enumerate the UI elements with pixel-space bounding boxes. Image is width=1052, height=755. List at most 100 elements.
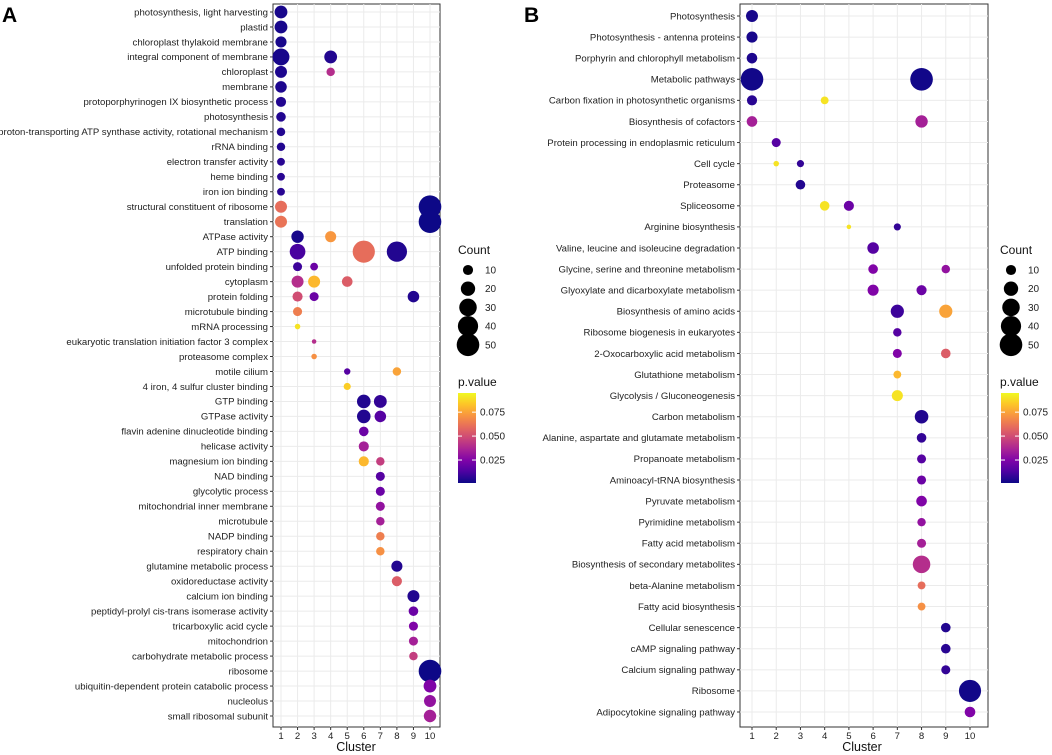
pvalue-legend-title: p.value — [458, 375, 497, 389]
data-point — [846, 224, 852, 230]
data-point — [917, 475, 927, 485]
term-label: protein folding — [208, 292, 268, 303]
data-point — [424, 695, 436, 708]
data-point — [916, 495, 927, 507]
x-tick-label: 9 — [411, 731, 416, 742]
panel-a-plot: photosynthesis, light harvesting plastid c… — [0, 3, 442, 754]
data-point — [843, 200, 854, 211]
data-point — [407, 290, 420, 303]
data-point — [293, 307, 303, 317]
data-point — [291, 230, 304, 243]
term-label: microtubule binding — [185, 307, 268, 318]
data-point — [771, 138, 781, 148]
term-label: integral component of membrane — [127, 52, 268, 63]
data-point — [293, 262, 303, 272]
count-legend-label: 30 — [1028, 303, 1040, 314]
term-label: proton-transporting ATP synthase activit… — [0, 127, 268, 138]
term-label: Photosynthesis — [670, 11, 735, 22]
term-label: Glycolysis / Gluconeogenesis — [610, 391, 736, 402]
count-legend-dot — [1000, 315, 1022, 337]
data-point — [308, 275, 321, 288]
term-label: protoporphyrinogen IX biosynthetic proce… — [83, 97, 268, 108]
panel-b-label: B — [524, 4, 539, 27]
data-point — [275, 36, 287, 48]
term-label: Cellular senescence — [649, 623, 735, 634]
panel-a-frame — [272, 3, 441, 728]
data-point — [386, 241, 408, 262]
data-point — [746, 10, 758, 22]
data-point — [773, 160, 779, 167]
data-point — [344, 368, 351, 375]
data-point — [376, 547, 385, 556]
data-point — [310, 262, 319, 271]
data-point — [892, 348, 902, 358]
panel-a-x-ticks: 1 2 3 4 5 6 7 8 9 10 — [278, 727, 435, 742]
count-legend-label: 40 — [1028, 322, 1040, 333]
data-point — [408, 606, 419, 616]
data-point — [326, 67, 335, 77]
pvalue-legend-label: 0.050 — [1023, 432, 1048, 443]
count-legend-title: Count — [458, 243, 491, 257]
x-tick-label: 10 — [425, 731, 436, 742]
data-point — [294, 323, 301, 330]
pvalue-legend: p.value 0.025 0.050 0.075 — [458, 375, 505, 483]
data-point — [352, 240, 375, 263]
term-label: Carbon metabolism — [652, 412, 735, 423]
count-legend: Count 10 20 30 40 50 — [456, 243, 497, 357]
count-legend-dot — [1005, 264, 1017, 276]
data-point — [912, 555, 931, 574]
data-point — [276, 127, 286, 137]
data-point — [423, 709, 437, 723]
panel-b-points — [740, 10, 982, 718]
term-label: Aminoacyl-tRNA biosynthesis — [610, 475, 736, 486]
term-label: Alanine, aspartate and glutamate metabol… — [542, 433, 735, 444]
x-tick-label: 9 — [943, 731, 948, 742]
count-legend-label: 10 — [485, 266, 497, 277]
data-point — [958, 679, 982, 702]
term-label: Arginine biosynthesis — [644, 222, 735, 233]
data-point — [276, 112, 286, 122]
term-label: NAD binding — [214, 472, 268, 483]
data-point — [391, 576, 402, 587]
pvalue-colorbar-b — [1001, 393, 1019, 483]
data-point — [392, 367, 402, 376]
data-point — [940, 643, 951, 654]
x-tick-label: 6 — [870, 731, 875, 742]
x-tick-label: 3 — [798, 731, 803, 742]
data-point — [356, 394, 371, 409]
term-label: eukaryotic translation initiation factor… — [66, 337, 268, 348]
term-label: mitochondrion — [208, 636, 268, 647]
data-point — [423, 679, 437, 693]
term-label: 2-Oxocarboxylic acid metabolism — [594, 349, 735, 360]
data-point — [275, 215, 287, 228]
term-label: 4 iron, 4 sulfur cluster binding — [143, 382, 268, 393]
data-point — [277, 172, 285, 181]
data-point — [275, 96, 287, 107]
term-label: Photosynthesis - antenna proteins — [590, 32, 735, 43]
data-point — [740, 67, 764, 91]
data-point — [891, 390, 903, 402]
data-point — [893, 223, 901, 231]
data-point — [940, 348, 951, 359]
data-point — [291, 275, 304, 288]
data-point — [277, 187, 285, 196]
data-point — [375, 501, 385, 511]
data-point — [917, 517, 926, 527]
data-point — [910, 67, 933, 91]
data-point — [325, 231, 337, 243]
term-label: Adipocytokine signaling pathway — [596, 707, 735, 718]
count-legend-label: 20 — [485, 284, 497, 295]
x-tick-label: 1 — [278, 731, 283, 742]
term-label: Protein processing in endoplasmic reticu… — [547, 138, 735, 149]
x-tick-label: 4 — [822, 731, 828, 742]
count-legend-dot — [462, 264, 474, 276]
data-point — [311, 353, 317, 360]
term-label: magnesium ion binding — [169, 457, 268, 468]
data-point — [343, 382, 351, 391]
x-tick-label: 1 — [749, 731, 754, 742]
data-point — [917, 454, 927, 464]
data-point — [311, 339, 317, 344]
data-point — [917, 538, 927, 548]
term-label: mitochondrial inner membrane — [138, 502, 268, 513]
